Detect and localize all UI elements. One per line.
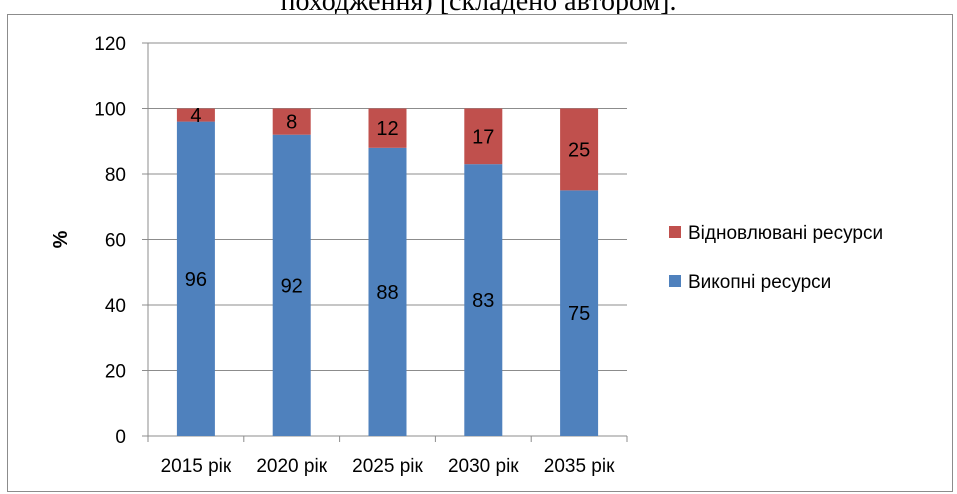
y-tick-label: 100 [94,100,126,121]
x-tick-label: 2025 рік [352,456,423,477]
y-tick-label: 0 [115,427,126,448]
x-tick-label: 2015 рік [161,456,232,477]
data-label: 4 [190,105,201,127]
y-axis-label: % [50,230,72,248]
legend-label: Викопні ресурси [688,272,831,293]
data-label: 96 [185,269,207,291]
x-tick-label: 2020 рік [256,456,327,477]
bar-fossil [176,121,215,436]
data-label: 92 [281,275,303,297]
data-label: 25 [568,139,590,161]
data-label: 75 [568,303,590,325]
legend-swatch [669,226,681,238]
bar-renewable [176,108,215,122]
legend-swatch [669,275,681,287]
y-tick-label: 80 [105,165,126,186]
bar-fossil [368,147,407,437]
bar-fossil [464,164,503,437]
y-tick-label: 40 [105,296,126,317]
data-label: 83 [472,290,494,312]
data-label: 8 [286,112,297,134]
figure-caption: походження) [складено автором]. [280,0,677,17]
bar-fossil [560,190,599,436]
x-tick-label: 2035 рік [544,456,615,477]
data-label: 12 [376,118,398,140]
data-label: 17 [472,126,494,148]
y-tick-label: 60 [105,231,126,252]
y-tick-label: 120 [94,34,126,55]
y-tick-label: 20 [105,362,126,383]
bar-renewable [464,108,503,165]
data-label: 88 [376,282,398,304]
x-tick-label: 2030 рік [448,456,519,477]
bar-renewable [368,108,407,148]
bar-renewable [560,108,599,191]
legend-label: Відновлювані ресурси [688,223,883,244]
bar-fossil [272,134,311,436]
bar-renewable [272,108,311,135]
